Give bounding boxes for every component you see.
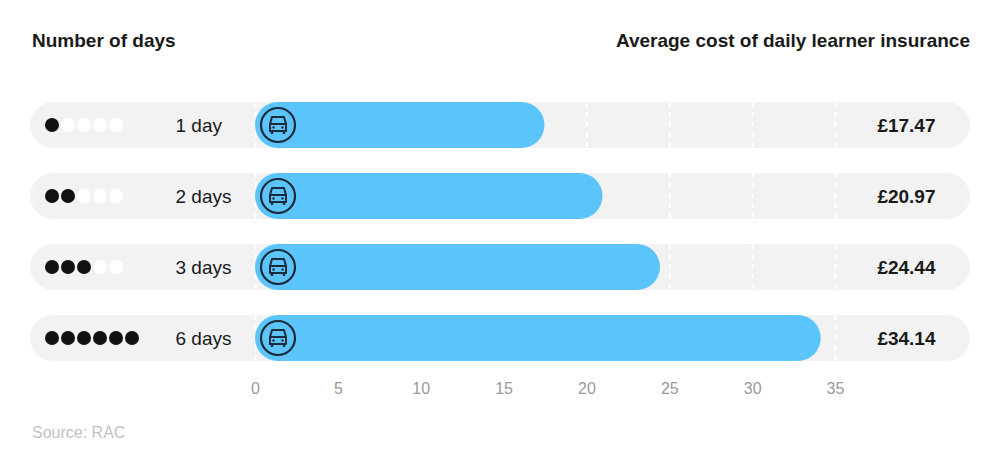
svg-text:£17.47: £17.47 <box>877 115 935 136</box>
svg-text:10: 10 <box>412 380 430 397</box>
svg-text:2 days: 2 days <box>176 186 232 207</box>
svg-text:25: 25 <box>661 380 679 397</box>
svg-text:15: 15 <box>495 380 513 397</box>
svg-text:£34.14: £34.14 <box>877 328 936 349</box>
svg-text:6 days: 6 days <box>176 328 232 349</box>
svg-text:£24.44: £24.44 <box>877 257 936 278</box>
html-text:Number of days: Number of days <box>32 30 176 51</box>
svg-text:5: 5 <box>334 380 343 397</box>
svg-text:35: 35 <box>827 380 845 397</box>
svg-text:0: 0 <box>251 380 260 397</box>
svg-text:30: 30 <box>744 380 762 397</box>
html-text:Source: RAC: Source: RAC <box>32 424 126 441</box>
svg-text:1 day: 1 day <box>176 115 223 136</box>
html-text:Average cost of daily learner: Average cost of daily learner insurance <box>615 30 970 51</box>
svg-text:20: 20 <box>578 380 596 397</box>
svg-text:3 days: 3 days <box>176 257 232 278</box>
svg-text:£20.97: £20.97 <box>877 186 935 207</box>
